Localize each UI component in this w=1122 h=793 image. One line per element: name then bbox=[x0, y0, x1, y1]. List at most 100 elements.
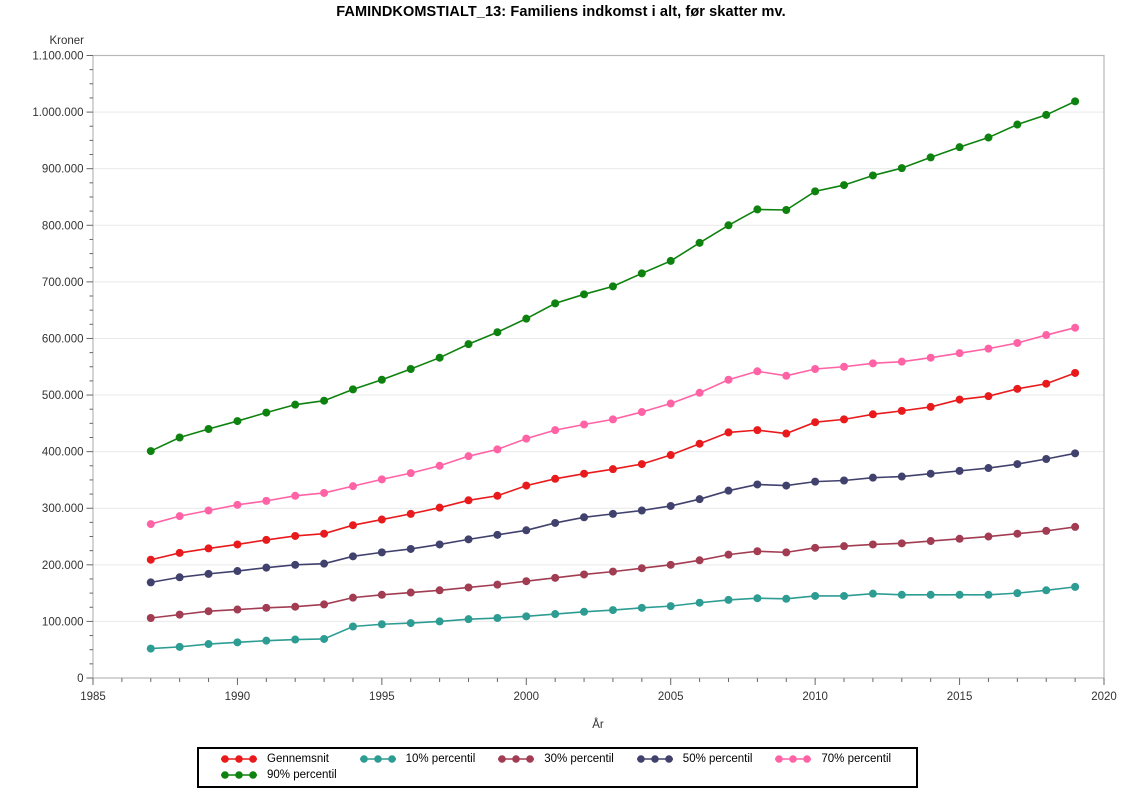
data-point bbox=[464, 615, 473, 624]
data-point bbox=[984, 392, 993, 401]
data-point bbox=[204, 607, 213, 616]
data-point bbox=[291, 531, 300, 540]
data-point bbox=[608, 282, 617, 291]
data-point bbox=[146, 614, 155, 623]
data-point bbox=[348, 552, 357, 561]
data-point bbox=[348, 593, 357, 602]
data-point bbox=[580, 607, 589, 616]
legend-item-4: 70% percentil bbox=[773, 753, 912, 765]
data-point bbox=[782, 548, 791, 557]
y-axis-title: Kroner bbox=[49, 35, 84, 47]
legend-line-marker-icon bbox=[498, 755, 535, 763]
legend-line-marker-icon bbox=[221, 755, 257, 763]
data-point bbox=[926, 153, 935, 162]
legend-label: 10% percentil bbox=[405, 753, 476, 765]
data-point bbox=[175, 512, 184, 521]
data-point bbox=[695, 238, 704, 247]
series-line bbox=[150, 586, 1076, 650]
page-title: FAMINDKOMSTIALT_13: Familiens indkomst i… bbox=[336, 4, 786, 20]
data-point bbox=[666, 451, 675, 460]
data-point bbox=[1071, 522, 1080, 531]
data-point bbox=[204, 569, 213, 578]
data-point bbox=[291, 602, 300, 611]
y-tick-label: 300.000 bbox=[42, 503, 84, 515]
data-point bbox=[493, 491, 502, 500]
data-point bbox=[955, 534, 964, 543]
data-point bbox=[897, 164, 906, 173]
data-point bbox=[435, 353, 444, 362]
data-point bbox=[435, 540, 444, 549]
data-point bbox=[464, 583, 473, 592]
data-point bbox=[840, 362, 849, 371]
data-point bbox=[724, 221, 733, 230]
data-point bbox=[637, 506, 646, 515]
series-line bbox=[150, 326, 1076, 525]
data-point bbox=[580, 513, 589, 522]
data-point bbox=[406, 469, 415, 478]
data-point bbox=[320, 396, 329, 405]
data-point bbox=[522, 434, 531, 443]
data-point bbox=[1071, 449, 1080, 458]
data-point bbox=[840, 542, 849, 551]
legend-item-3: 50% percentil bbox=[635, 753, 774, 765]
data-point bbox=[753, 547, 762, 556]
legend-label: 70% percentil bbox=[821, 753, 892, 765]
data-point bbox=[840, 415, 849, 424]
x-tick-label: 1990 bbox=[225, 691, 251, 703]
x-tick-label: 1985 bbox=[80, 691, 106, 703]
legend-label: Gennemsnit bbox=[267, 753, 330, 765]
data-point bbox=[724, 428, 733, 437]
data-point bbox=[1071, 323, 1080, 332]
y-tick-label: 500.000 bbox=[42, 390, 84, 402]
x-axis-title: År bbox=[592, 718, 604, 731]
data-point bbox=[753, 480, 762, 489]
data-point bbox=[811, 418, 820, 427]
data-point bbox=[868, 473, 877, 482]
series-30-percentil bbox=[146, 522, 1080, 623]
data-point bbox=[175, 433, 184, 442]
y-tick-label: 1.000.000 bbox=[32, 107, 83, 119]
y-tick-label: 600.000 bbox=[42, 333, 84, 345]
data-point bbox=[435, 461, 444, 470]
legend-line-marker-icon bbox=[636, 755, 673, 763]
data-point bbox=[464, 535, 473, 544]
data-point bbox=[1071, 97, 1080, 106]
data-point bbox=[146, 644, 155, 653]
data-point bbox=[955, 466, 964, 475]
plot-frame bbox=[92, 54, 1105, 679]
data-point bbox=[926, 590, 935, 599]
y-ticks-group bbox=[86, 55, 93, 679]
data-point bbox=[782, 205, 791, 214]
data-point bbox=[204, 544, 213, 553]
data-point bbox=[840, 591, 849, 600]
data-point bbox=[377, 590, 386, 599]
data-point bbox=[666, 256, 675, 265]
data-point bbox=[666, 602, 675, 611]
data-point bbox=[637, 603, 646, 612]
data-point bbox=[435, 586, 444, 595]
data-point bbox=[811, 543, 820, 552]
data-point bbox=[146, 578, 155, 587]
data-point bbox=[233, 605, 242, 614]
data-point bbox=[377, 475, 386, 484]
legend-item-2: 30% percentil bbox=[496, 753, 635, 765]
data-point bbox=[291, 400, 300, 409]
data-point bbox=[522, 577, 531, 586]
data-point bbox=[551, 299, 560, 308]
data-point bbox=[897, 590, 906, 599]
data-point bbox=[724, 550, 733, 559]
data-point bbox=[608, 606, 617, 615]
data-point bbox=[897, 472, 906, 481]
data-point bbox=[175, 548, 184, 557]
data-point bbox=[493, 328, 502, 337]
data-point bbox=[1013, 338, 1022, 347]
data-point bbox=[811, 591, 820, 600]
data-point bbox=[262, 603, 271, 612]
data-point bbox=[262, 408, 271, 417]
y-tick-label: 400.000 bbox=[42, 447, 84, 459]
x-ticks-group bbox=[92, 678, 1105, 685]
data-point bbox=[262, 535, 271, 544]
data-point bbox=[406, 544, 415, 553]
data-point bbox=[580, 420, 589, 429]
data-point bbox=[1042, 331, 1051, 340]
